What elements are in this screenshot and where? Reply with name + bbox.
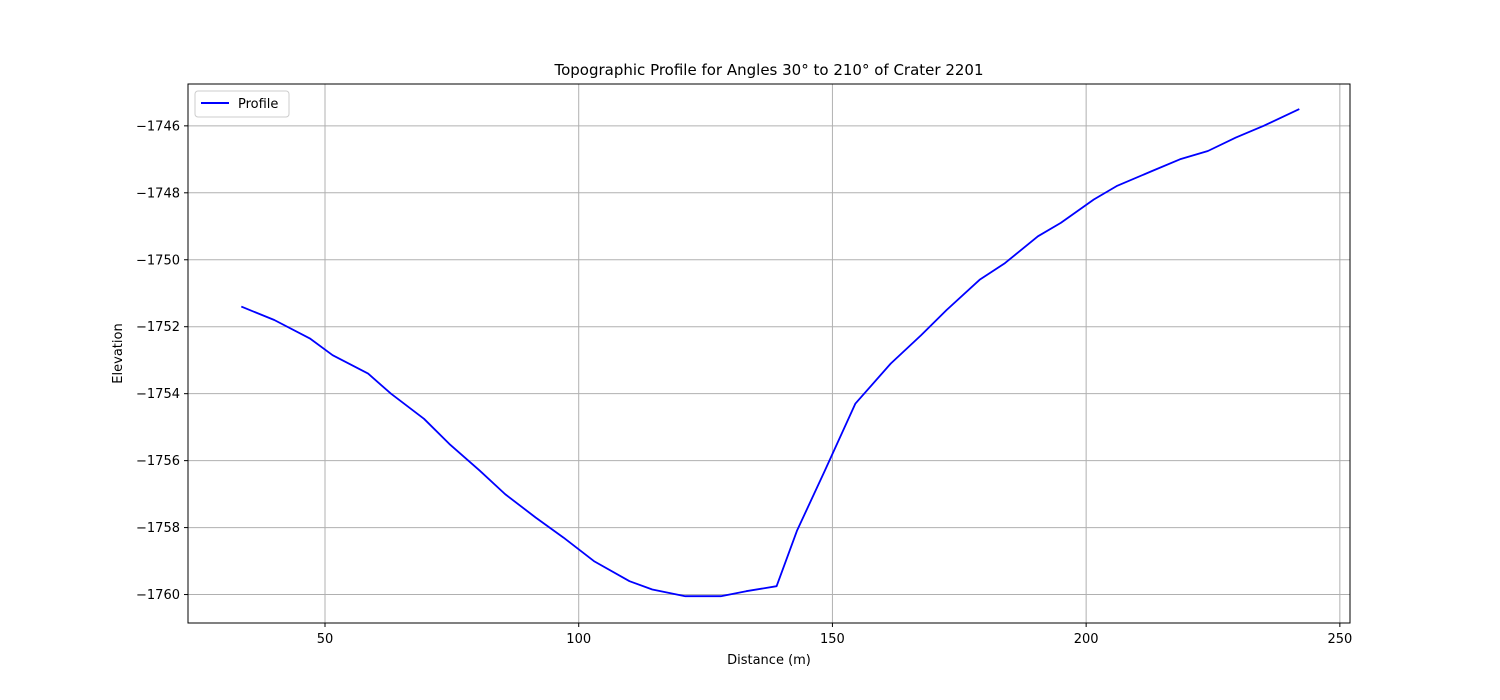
x-tick-label: 100	[566, 632, 591, 647]
x-axis-title: Distance (m)	[727, 653, 811, 668]
plot-frame	[187, 83, 1351, 624]
y-tick-label: −1746	[136, 119, 180, 134]
y-tick-label: −1758	[136, 521, 180, 536]
grid	[188, 84, 1350, 623]
y-tick-label: −1750	[136, 253, 180, 268]
chart-title: Topographic Profile for Angles 30° to 21…	[553, 61, 983, 79]
x-tick-label: 150	[820, 632, 845, 647]
ticks: 50 100 150 200 250 −1760 −1758 −1756 −1754 −1752 −…	[136, 119, 1352, 647]
y-tick-label: −1754	[136, 387, 180, 402]
legend-label-profile: Profile	[238, 97, 278, 112]
x-tick-label: 50	[317, 632, 334, 647]
y-tick-label: −1752	[136, 320, 180, 335]
series-layer	[240, 108, 1300, 598]
x-tick-label: 250	[1327, 632, 1352, 647]
y-tick-label: −1756	[136, 454, 180, 469]
legend-box	[194, 90, 290, 118]
y-axis-title: Elevation	[111, 323, 126, 383]
series-line-profile	[240, 108, 1300, 598]
y-tick-label: −1760	[136, 588, 180, 603]
y-tick-label: −1748	[136, 186, 180, 201]
legend: Profile	[194, 90, 290, 118]
x-tick-label: 200	[1074, 632, 1099, 647]
